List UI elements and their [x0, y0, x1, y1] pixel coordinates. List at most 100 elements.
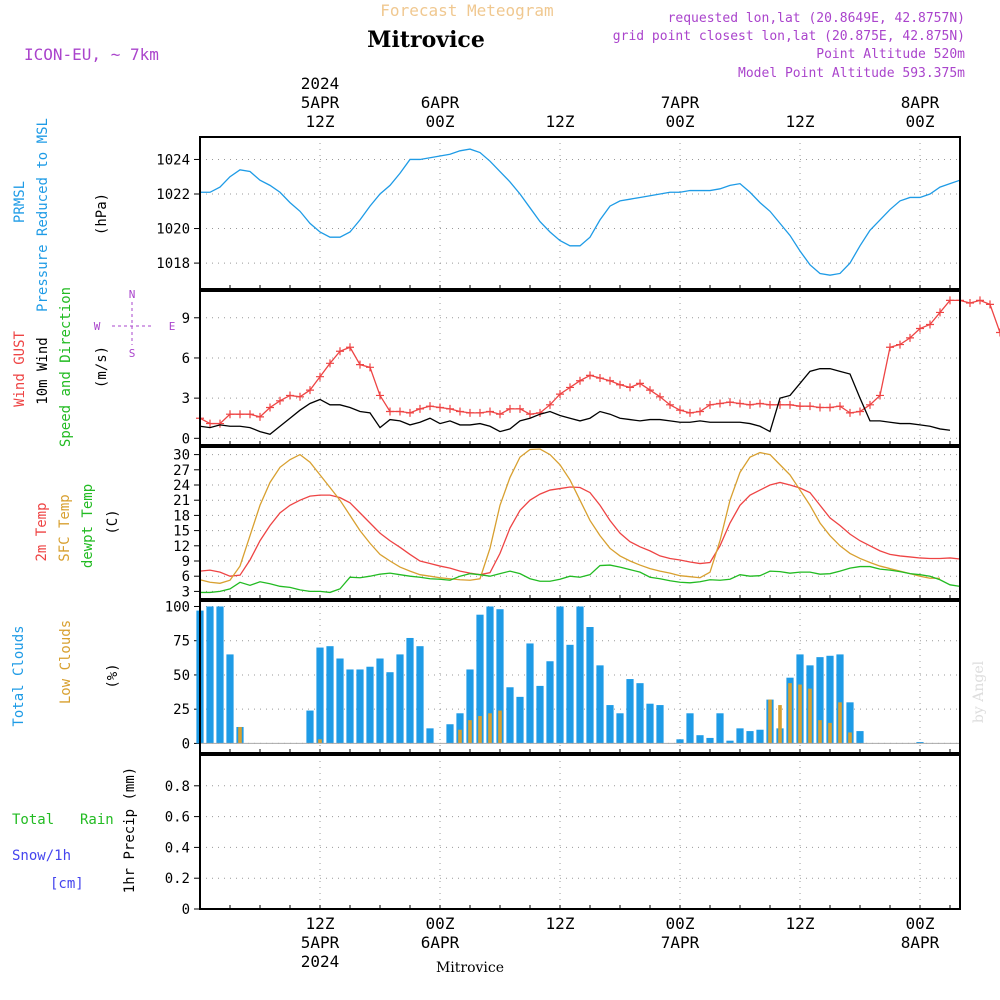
total-cloud-bar	[856, 731, 864, 744]
y-tick-label: 1020	[156, 222, 190, 238]
total-cloud-bar	[346, 669, 354, 744]
gust-label: Wind GUST	[12, 331, 28, 407]
gust-marker	[756, 399, 764, 408]
total-cloud-bar	[426, 728, 434, 744]
total-cloud-bar	[376, 658, 384, 744]
gust-marker	[586, 371, 594, 380]
bottom-time-label: 7APR	[661, 933, 700, 952]
y-tick-label: 24	[173, 478, 190, 494]
gust-marker	[736, 399, 744, 408]
total-cloud-bar	[726, 740, 734, 744]
gust-marker	[626, 383, 634, 392]
gust-marker	[466, 408, 474, 417]
gust-marker	[836, 402, 844, 411]
total-cloud-bar	[656, 705, 664, 744]
total-cloud-bar	[686, 713, 694, 744]
total-clouds-label: Total Clouds	[11, 625, 27, 726]
gust-marker	[366, 363, 374, 372]
gust-marker	[416, 404, 424, 413]
total-cloud-bar	[366, 666, 374, 744]
gust-marker	[546, 400, 554, 409]
gust-marker	[876, 391, 884, 400]
gust-marker	[926, 320, 934, 329]
gust-marker	[206, 419, 214, 428]
gust-marker	[886, 343, 894, 352]
bottom-time-label: 00Z	[906, 914, 935, 933]
bottom-time-label: 12Z	[786, 914, 815, 933]
gust-marker	[386, 407, 394, 416]
y-tick-label: 0.6	[165, 810, 190, 826]
snow-label: Snow/1h	[12, 848, 71, 864]
top-time-label: 7APR	[661, 93, 700, 112]
total-cloud-bar	[526, 643, 534, 744]
low-cloud-bar	[788, 683, 792, 744]
y-tick-label: 27	[173, 463, 190, 479]
gust-marker	[356, 360, 364, 369]
total-cloud-bar	[476, 614, 484, 744]
low-cloud-bar	[468, 720, 472, 744]
gust-marker	[766, 400, 774, 409]
total-cloud-bar	[816, 657, 824, 744]
gust-marker	[306, 386, 314, 395]
top-time-label: 12Z	[306, 112, 335, 131]
gust-marker	[856, 407, 864, 416]
gust-marker	[966, 299, 974, 308]
compass-east: E	[169, 320, 176, 333]
gust-marker	[946, 296, 954, 305]
total-cloud-bar	[446, 724, 454, 744]
low-cloud-bar	[798, 684, 802, 744]
gust-marker	[266, 403, 274, 412]
gust-marker	[396, 407, 404, 416]
gust-marker	[616, 380, 624, 389]
gust-marker	[826, 403, 834, 412]
requested-coords: requested lon,lat (20.8649E, 42.8757N)	[668, 11, 965, 26]
y-tick-label: 3	[182, 391, 190, 407]
gust-marker	[656, 392, 664, 401]
gust-marker	[326, 359, 334, 368]
gust-marker	[496, 410, 504, 419]
series-line-temperature-1	[199, 448, 940, 584]
gust-marker	[226, 410, 234, 419]
total-cloud-bar	[416, 646, 424, 744]
gust-marker	[596, 374, 604, 383]
y-tick-label: 0.2	[165, 871, 190, 887]
gust-marker	[256, 412, 264, 421]
gust-marker	[986, 300, 994, 309]
gust-marker	[706, 400, 714, 409]
sfc-temp-label: SFC Temp	[57, 494, 73, 561]
gust-marker	[606, 376, 614, 385]
compass-south: S	[129, 347, 136, 360]
total-cloud-bar	[716, 713, 724, 744]
gust-marker	[916, 324, 924, 333]
low-cloud-bar	[838, 702, 842, 744]
low-cloud-bar	[768, 699, 772, 744]
series-line-temperature-2	[200, 564, 961, 594]
total-cloud-bar	[216, 606, 224, 744]
gust-marker	[456, 407, 464, 416]
y-tick-label: 0.4	[165, 840, 190, 856]
total-cloud-bar	[506, 687, 514, 744]
gust-marker	[846, 408, 854, 417]
total-cloud-bar	[636, 683, 644, 744]
gust-marker	[486, 407, 494, 416]
gust-marker	[316, 372, 324, 381]
gust-marker	[236, 410, 244, 419]
precip-total-label: Total	[12, 812, 54, 828]
y-tick-label: 1018	[156, 256, 190, 272]
compass-rose: N S W E	[94, 288, 176, 360]
panel-frame	[199, 600, 961, 754]
total-cloud-bar	[456, 713, 464, 744]
gust-marker	[666, 400, 674, 409]
bottom-time-label: 12Z	[546, 914, 575, 933]
total-cloud-bar	[226, 654, 234, 744]
gust-marker	[296, 392, 304, 401]
gust-marker	[786, 400, 794, 409]
total-cloud-bar	[566, 644, 574, 744]
y-tick-label: 12	[173, 539, 190, 555]
y-tick-label: 9	[182, 311, 190, 327]
gust-marker	[896, 340, 904, 349]
gust-marker	[866, 400, 874, 409]
gust-marker	[566, 383, 574, 392]
y-tick-label: 6	[182, 569, 190, 585]
total-cloud-bar	[496, 609, 504, 744]
